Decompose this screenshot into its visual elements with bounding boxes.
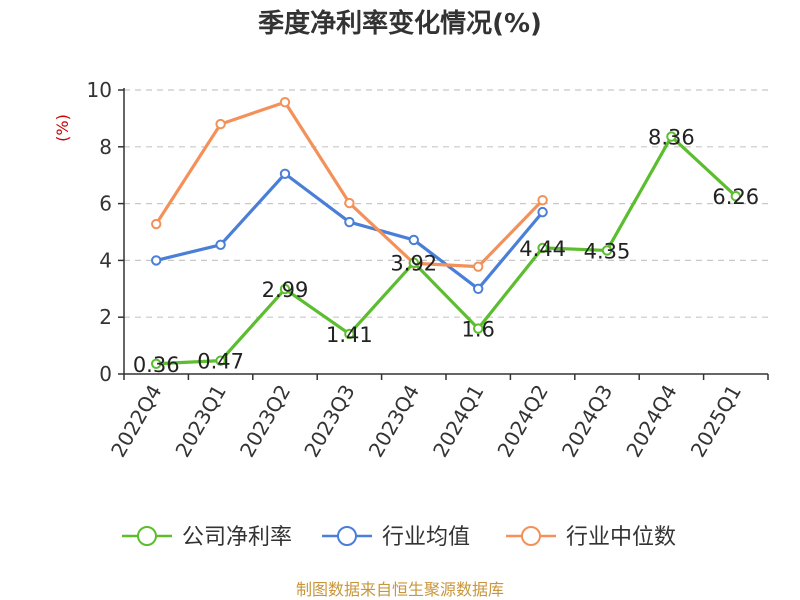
data-point (537, 194, 548, 206)
data-point (601, 245, 613, 256)
x-tick-label: 2024Q1 (428, 381, 488, 462)
data-point (215, 355, 226, 366)
x-tick-label: 2023Q4 (364, 381, 424, 462)
data-label: 1.41 (326, 323, 373, 347)
data-point (279, 168, 291, 179)
x-tick-label: 2022Q4 (106, 381, 166, 462)
data-label: 6.26 (712, 185, 759, 209)
series-lines (151, 97, 741, 369)
x-tick-label: 2024Q3 (557, 381, 617, 462)
y-tick-label: 8 (99, 135, 112, 159)
data-point (408, 234, 419, 246)
data-label: 8.36 (648, 126, 695, 150)
data-point (344, 197, 355, 209)
legend-label: 行业中位数 (566, 525, 676, 550)
legend-item-0: 公司净利率 (122, 525, 292, 550)
data-point (408, 257, 419, 268)
series-1 (151, 168, 548, 294)
y-tick-labels: 0 2 4 6 8 10 (87, 78, 112, 386)
data-labels: 0.36 0.47 2.99 1.41 3.92 1.6 4.44 4.35 8.36 6.26 (133, 126, 759, 377)
y-tick-label: 4 (99, 248, 112, 272)
data-point (279, 97, 291, 108)
data-point (344, 216, 355, 228)
data-point (151, 358, 162, 369)
x-tick-labels: 2022Q4 2023Q1 2023Q2 2023Q3 2023Q4 2024Q1 2024… (106, 381, 746, 462)
y-tick-label: 10 (87, 78, 112, 102)
data-point (473, 323, 484, 334)
data-label: 4.35 (584, 239, 631, 263)
data-point (279, 283, 291, 295)
y-tick-label: 2 (99, 305, 112, 329)
axes (118, 88, 769, 380)
legend-label: 公司净利率 (182, 525, 292, 550)
series-line (154, 100, 544, 269)
data-point (537, 206, 548, 218)
legend-item-1: 行业均值 (322, 525, 470, 550)
series-0 (151, 131, 741, 369)
data-point (215, 118, 226, 130)
source-note: 制图数据来自恒生聚源数据库 (296, 580, 504, 599)
x-tick-label: 2023Q1 (170, 381, 230, 462)
chart-title: 季度净利率变化情况(%) (258, 8, 542, 39)
legend: 公司净利率 行业均值 行业中位数 (122, 525, 676, 550)
data-point (344, 328, 355, 340)
y-axis-label: (%) (53, 114, 72, 142)
legend-marker (337, 526, 357, 546)
data-point (473, 283, 484, 294)
data-label: 2.99 (262, 278, 309, 302)
data-label: 3.92 (390, 252, 437, 276)
x-tick-label: 2024Q2 (492, 381, 552, 462)
data-label: 0.36 (133, 353, 180, 377)
data-point (151, 255, 162, 266)
legend-marker (137, 526, 157, 546)
data-point (215, 239, 226, 250)
data-point (537, 242, 548, 254)
y-tick-label: 6 (99, 192, 112, 216)
legend-marker (521, 526, 541, 546)
data-point (730, 191, 741, 202)
x-tick-label: 2023Q3 (299, 381, 359, 462)
y-tick-label: 0 (99, 362, 112, 386)
data-point (666, 131, 677, 142)
x-tick-label: 2025Q1 (686, 381, 746, 462)
series-line (156, 134, 737, 366)
grid-lines (124, 89, 768, 318)
legend-label: 行业均值 (382, 525, 470, 550)
x-tick-label: 2024Q4 (621, 381, 681, 462)
data-point (473, 261, 484, 272)
legend-item-2: 行业中位数 (506, 525, 676, 550)
data-label: 1.6 (461, 318, 494, 342)
data-point (151, 218, 162, 230)
series-2 (151, 97, 548, 272)
x-tick-label: 2023Q2 (235, 381, 295, 462)
series-line (155, 172, 544, 291)
data-label: 4.44 (519, 237, 566, 261)
data-label: 0.47 (197, 350, 244, 374)
